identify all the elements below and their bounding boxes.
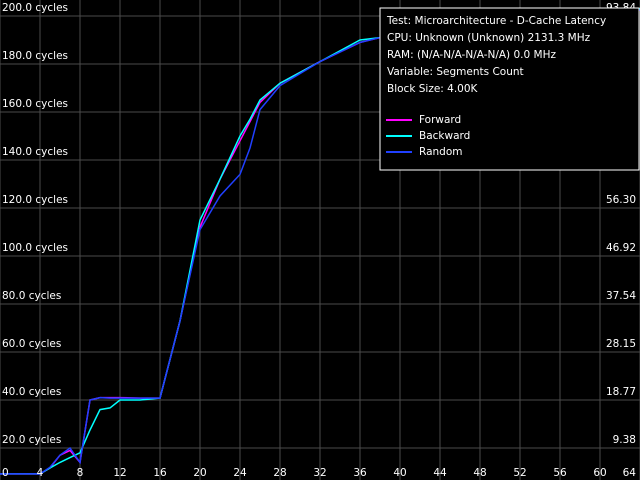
legend-label: Random	[419, 146, 462, 158]
y2-tick-label: 46.92	[606, 242, 636, 254]
x-tick-label: 60	[593, 467, 606, 479]
x-tick-label: 28	[273, 467, 286, 479]
info-text: Block Size: 4.00K	[387, 83, 479, 95]
x-tick-label: 12	[113, 467, 126, 479]
legend-label: Backward	[419, 130, 470, 142]
info-text: Test: Microarchitecture - D-Cache Latenc…	[386, 15, 606, 27]
x-tick-label: 16	[153, 467, 167, 479]
x-tick-label: 52	[513, 467, 526, 479]
x-tick-label: 0	[2, 467, 9, 479]
x-tick-label: 20	[193, 467, 206, 479]
y-tick-label: 180.0 cycles	[2, 50, 68, 62]
x-tick-label: 48	[473, 467, 486, 479]
y2-tick-label: 56.30	[606, 194, 636, 206]
y-tick-label: 160.0 cycles	[2, 98, 68, 110]
x-tick-label: 56	[553, 467, 567, 479]
x-tick-label: 64	[623, 467, 637, 479]
info-text: Variable: Segments Count	[387, 66, 524, 78]
x-tick-label: 4	[37, 467, 44, 479]
y-tick-label: 200.0 cycles	[2, 2, 68, 14]
y2-tick-label: 28.15	[606, 338, 636, 350]
y2-tick-label: 37.54	[606, 290, 636, 302]
y-tick-label: 120.0 cycles	[2, 194, 68, 206]
x-tick-label: 40	[393, 467, 406, 479]
y-tick-label: 140.0 cycles	[2, 146, 68, 158]
y-tick-label: 60.0 cycles	[2, 338, 61, 350]
x-tick-label: 32	[313, 467, 326, 479]
info-text: RAM: (N/A-N/A-N/A-N/A) 0.0 MHz	[387, 49, 556, 61]
y2-tick-label: 9.38	[613, 434, 636, 446]
y-tick-label: 100.0 cycles	[2, 242, 68, 254]
x-tick-label: 8	[77, 467, 84, 479]
y-tick-label: 80.0 cycles	[2, 290, 61, 302]
y-tick-label: 20.0 cycles	[2, 434, 61, 446]
legend-box	[379, 7, 640, 171]
info-text: CPU: Unknown (Unknown) 2131.3 MHz	[387, 32, 591, 44]
legend-label: Forward	[419, 114, 461, 126]
x-tick-label: 44	[433, 467, 447, 479]
y-tick-label: 40.0 cycles	[2, 386, 61, 398]
x-tick-label: 36	[353, 467, 367, 479]
y2-tick-label: 18.77	[606, 386, 636, 398]
x-tick-label: 24	[233, 467, 247, 479]
